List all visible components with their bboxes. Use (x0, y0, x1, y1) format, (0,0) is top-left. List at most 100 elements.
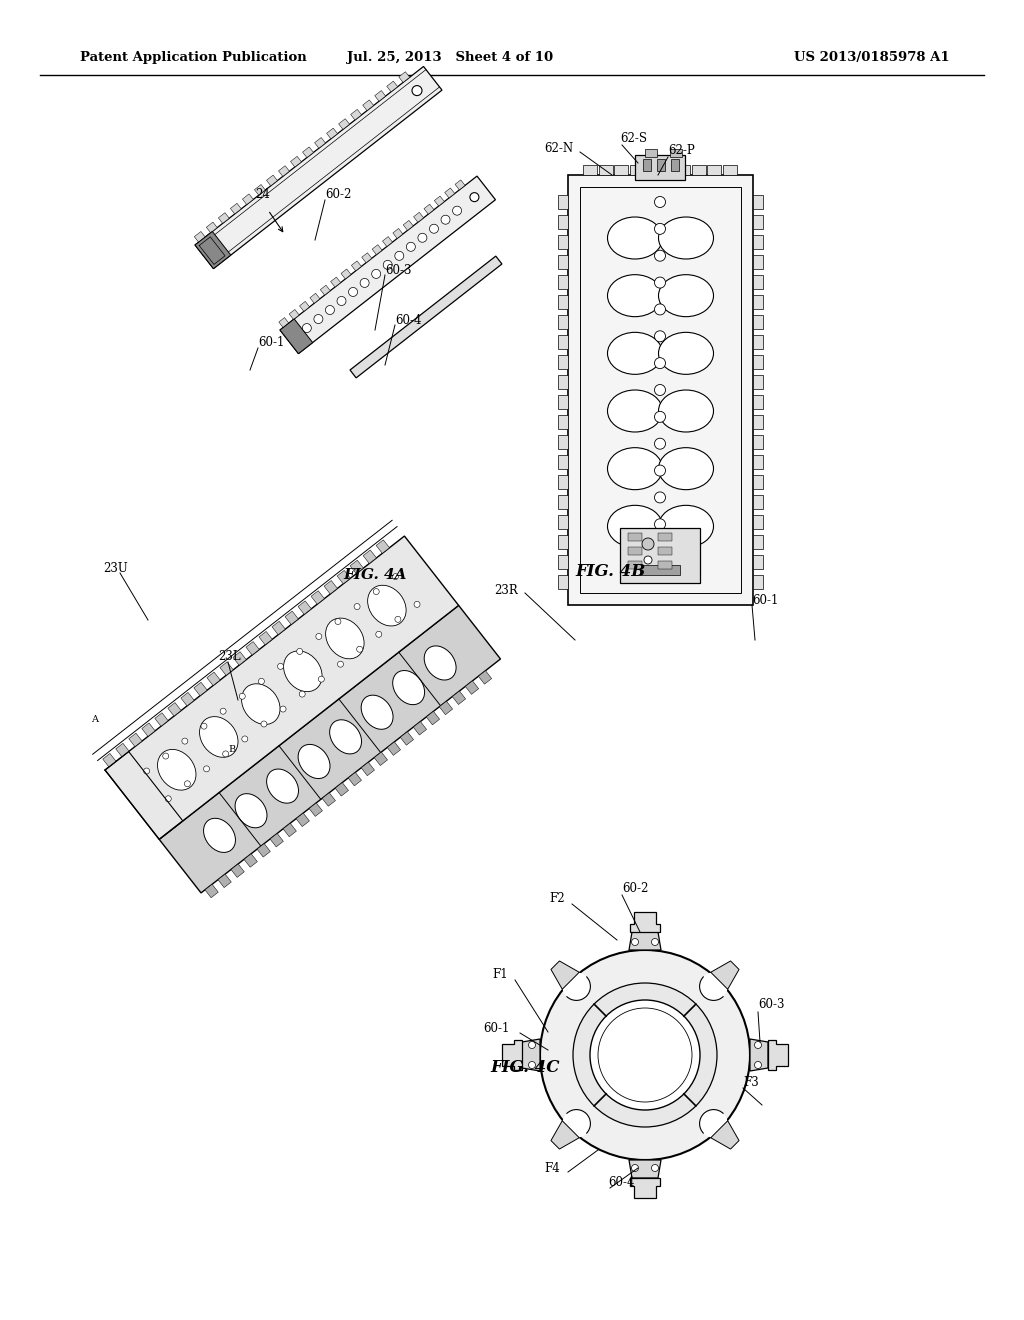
Polygon shape (361, 253, 372, 263)
Circle shape (315, 634, 322, 639)
Ellipse shape (658, 216, 714, 259)
Bar (558, 255, 568, 269)
Polygon shape (375, 91, 386, 102)
Ellipse shape (607, 389, 663, 432)
Polygon shape (141, 723, 155, 737)
Text: 23U: 23U (103, 561, 128, 574)
Polygon shape (181, 693, 195, 706)
Polygon shape (302, 147, 313, 157)
Ellipse shape (424, 645, 456, 680)
Ellipse shape (607, 447, 663, 490)
Circle shape (654, 331, 666, 342)
Circle shape (318, 676, 325, 682)
Circle shape (651, 1164, 658, 1172)
Polygon shape (362, 100, 374, 111)
Bar (753, 455, 763, 469)
Polygon shape (159, 606, 501, 892)
Circle shape (360, 279, 369, 288)
Ellipse shape (658, 389, 714, 432)
Circle shape (337, 297, 346, 305)
Polygon shape (280, 176, 496, 354)
Circle shape (222, 751, 228, 756)
Bar (753, 235, 763, 249)
Polygon shape (280, 319, 312, 354)
Polygon shape (272, 622, 286, 635)
Polygon shape (246, 642, 259, 655)
Polygon shape (194, 682, 207, 696)
Circle shape (392, 574, 398, 579)
Ellipse shape (658, 333, 714, 375)
Polygon shape (398, 71, 410, 82)
Polygon shape (314, 137, 326, 148)
Bar (753, 294, 763, 309)
Bar (753, 315, 763, 329)
Circle shape (654, 251, 666, 261)
Circle shape (201, 723, 207, 729)
Circle shape (395, 251, 403, 260)
Bar (645, 149, 657, 157)
Bar (558, 315, 568, 329)
Text: FIG. 4A: FIG. 4A (343, 568, 407, 582)
Polygon shape (309, 803, 323, 816)
Bar (558, 455, 568, 469)
Polygon shape (195, 231, 230, 269)
Bar (635, 154, 685, 180)
Text: F1: F1 (493, 969, 508, 982)
Circle shape (278, 664, 284, 669)
Text: F4: F4 (544, 1162, 560, 1175)
Text: 60-3: 60-3 (758, 998, 784, 1011)
Bar (691, 165, 706, 176)
Ellipse shape (242, 684, 280, 725)
Bar (753, 255, 763, 269)
Circle shape (412, 86, 422, 95)
Polygon shape (400, 731, 414, 746)
Circle shape (220, 709, 226, 714)
Circle shape (632, 939, 639, 945)
Circle shape (642, 539, 654, 550)
Circle shape (258, 678, 264, 684)
Polygon shape (711, 1121, 739, 1148)
Ellipse shape (607, 506, 663, 548)
Circle shape (335, 619, 341, 624)
Bar (753, 554, 763, 569)
Polygon shape (439, 701, 453, 714)
Bar (753, 375, 763, 389)
Circle shape (470, 193, 479, 202)
Circle shape (651, 939, 658, 945)
Circle shape (163, 754, 169, 759)
Bar (580, 187, 741, 593)
Polygon shape (387, 742, 400, 755)
Text: 62-N: 62-N (544, 141, 573, 154)
Polygon shape (348, 772, 361, 785)
Polygon shape (323, 793, 336, 807)
Ellipse shape (158, 750, 196, 791)
Polygon shape (279, 166, 290, 177)
Circle shape (204, 766, 210, 772)
Circle shape (376, 631, 382, 638)
Ellipse shape (658, 275, 714, 317)
Circle shape (632, 1164, 639, 1172)
Bar (558, 235, 568, 249)
Circle shape (590, 1001, 700, 1110)
Text: 60-1: 60-1 (258, 335, 285, 348)
Polygon shape (298, 601, 311, 614)
Bar (753, 195, 763, 209)
Polygon shape (327, 128, 338, 139)
Polygon shape (195, 231, 205, 242)
Bar (628, 533, 642, 541)
Circle shape (654, 545, 666, 557)
Polygon shape (218, 213, 229, 223)
Bar (620, 528, 700, 583)
Bar (558, 294, 568, 309)
Polygon shape (279, 318, 289, 327)
Polygon shape (393, 228, 402, 239)
Circle shape (373, 589, 379, 594)
Bar (558, 414, 568, 429)
Bar (558, 495, 568, 510)
Circle shape (418, 234, 427, 243)
Circle shape (383, 260, 392, 269)
Circle shape (654, 304, 666, 315)
Bar (630, 165, 643, 176)
Polygon shape (331, 277, 341, 286)
Polygon shape (453, 690, 466, 705)
